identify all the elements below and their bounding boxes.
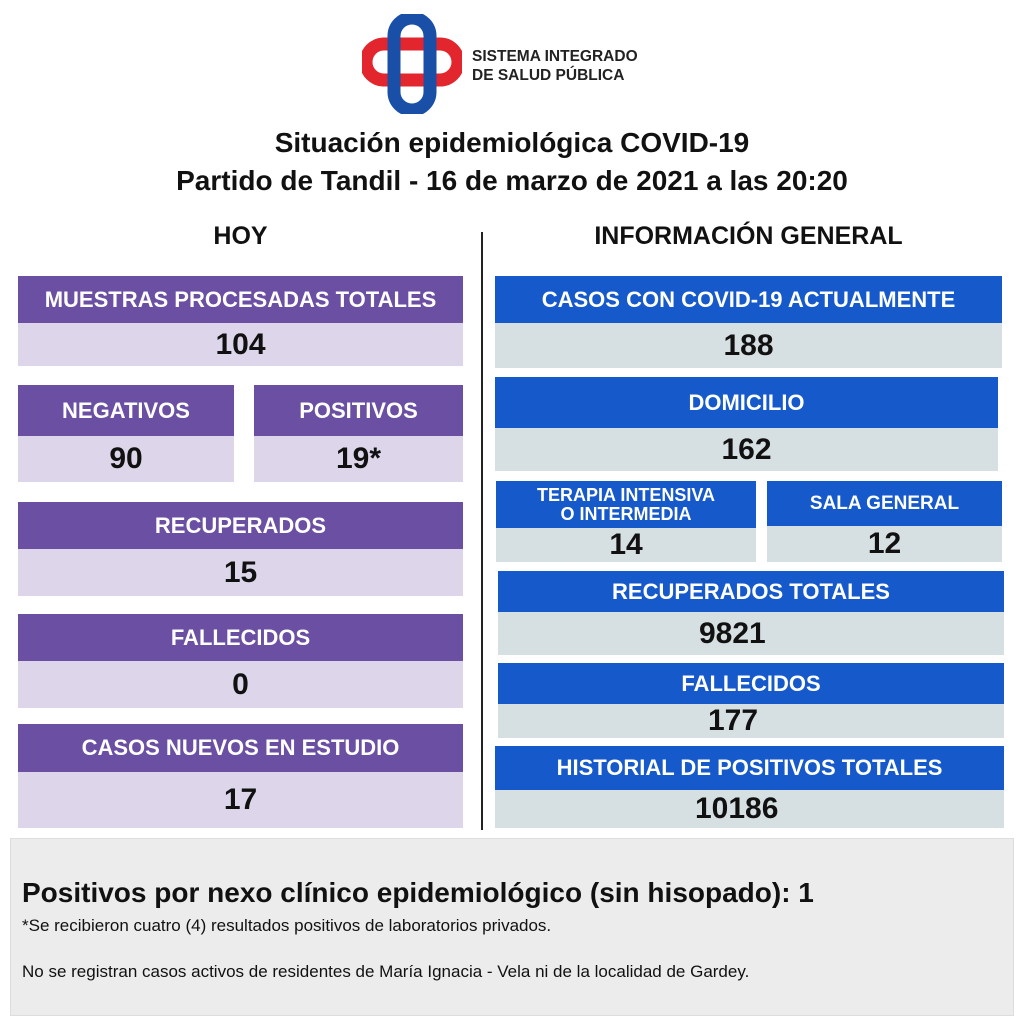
recuperados-label: RECUPERADOS [18, 502, 463, 549]
sala-value: 12 [767, 526, 1002, 562]
logo-text: SISTEMA INTEGRADO DE SALUD PÚBLICA [472, 47, 638, 85]
negativos-label: NEGATIVOS [18, 385, 234, 436]
logo-icon [362, 14, 462, 114]
sala-label: SALA GENERAL [767, 481, 1002, 526]
positivos-value: 19* [254, 436, 463, 482]
muestras-value: 104 [18, 323, 463, 366]
negativos-value: 90 [18, 436, 234, 482]
terapia-label-line2: O INTERMEDIA [560, 503, 692, 524]
fallecidos-totales-label: FALLECIDOS [498, 663, 1004, 704]
footnote: *Se recibieron cuatro (4) resultados pos… [22, 916, 552, 935]
domicilio-label: DOMICILIO [495, 377, 998, 428]
nexo-text: Positivos por nexo clínico epidemiológic… [22, 877, 814, 908]
casos-value: 188 [495, 323, 1002, 368]
casos-nuevos-label: CASOS NUEVOS EN ESTUDIO [18, 724, 463, 772]
historial-label: HISTORIAL DE POSITIVOS TOTALES [495, 746, 1004, 790]
muestras-label: MUESTRAS PROCESADAS TOTALES [18, 276, 463, 323]
residents-note: No se registran casos activos de residen… [22, 962, 750, 981]
fallecidos-value: 0 [18, 661, 463, 708]
general-heading: INFORMACIÓN GENERAL [594, 222, 903, 250]
casos-nuevos-value: 17 [18, 772, 463, 828]
domicilio-value: 162 [495, 428, 998, 471]
recuperados-value: 15 [18, 549, 463, 596]
historial-value: 10186 [495, 790, 1004, 828]
logo-line2: DE SALUD PÚBLICA [472, 67, 625, 84]
terapia-value: 14 [496, 528, 756, 562]
divider [481, 232, 483, 830]
fallecidos-totales-value: 177 [498, 704, 1004, 738]
recuperados-totales-value: 9821 [498, 612, 1004, 655]
footer-box: Positivos por nexo clínico epidemiológic… [10, 838, 1014, 1016]
page-subtitle: Partido de Tandil - 16 de marzo de 2021 … [176, 165, 848, 196]
terapia-label: TERAPIA INTENSIVA O INTERMEDIA [496, 481, 756, 528]
positivos-label: POSITIVOS [254, 385, 463, 436]
logo-line1: SISTEMA INTEGRADO [472, 48, 638, 65]
casos-label: CASOS CON COVID-19 ACTUALMENTE [495, 276, 1002, 323]
page-title: Situación epidemiológica COVID-19 [274, 127, 750, 158]
hoy-heading: HOY [213, 222, 268, 250]
recuperados-totales-label: RECUPERADOS TOTALES [498, 571, 1004, 612]
fallecidos-label: FALLECIDOS [18, 614, 463, 661]
terapia-label-line1: TERAPIA INTENSIVA [536, 484, 715, 505]
